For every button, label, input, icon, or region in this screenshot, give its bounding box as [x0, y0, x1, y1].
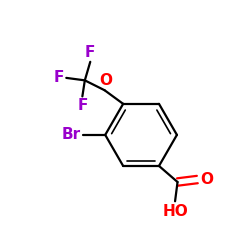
Text: Br: Br [62, 128, 81, 142]
Text: F: F [85, 45, 96, 60]
Text: F: F [77, 98, 88, 114]
Text: F: F [54, 70, 64, 86]
Text: HO: HO [162, 204, 188, 219]
Text: O: O [99, 73, 112, 88]
Text: O: O [200, 172, 213, 187]
